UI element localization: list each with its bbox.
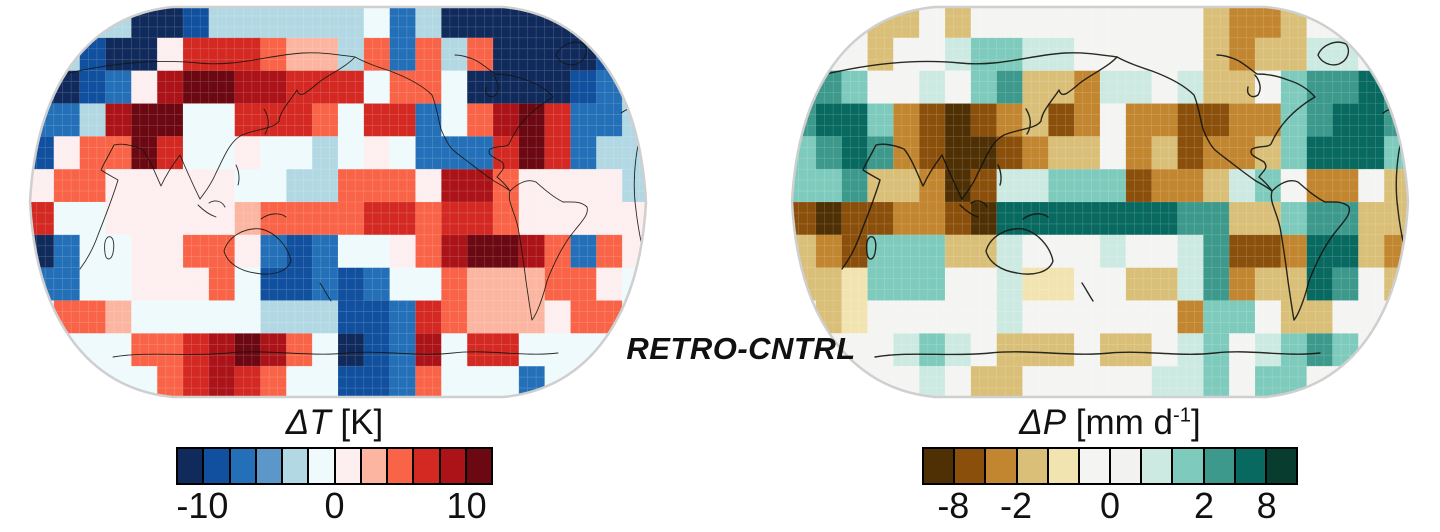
temperature-colorbar [176,447,493,485]
colorbar-segment [1142,449,1174,483]
delta-p-unit-exponent: -1 [1173,404,1192,427]
precipitation-legend: ΔP [mm d-1] -8 -2 0 2 8 [922,402,1298,526]
colorbar-segment [1048,449,1080,483]
colorbar-segment [1111,449,1143,483]
colorbar-segment [178,449,205,483]
temperature-anomaly-map [28,5,648,399]
projection-outline [28,5,648,399]
colorbar-tick: 8 [1256,485,1277,526]
colorbar-segment [204,449,231,483]
anomaly-cells [792,7,1408,397]
colorbar-segment [1266,449,1297,483]
colorbar-segment [230,449,257,483]
delta-t-unit: [K] [330,403,384,442]
colorbar-segment [955,449,987,483]
precipitation-anomaly-map [790,5,1410,399]
delta-t-symbol: ΔT [285,403,331,442]
colorbar-segment [256,449,283,483]
colorbar-tick: -2 [999,485,1033,526]
delta-p-unit-close: ] [1191,403,1201,442]
temperature-legend: ΔT [K] -10 0 10 [176,402,493,526]
anomaly-cells [30,7,646,397]
colorbar-segment [1017,449,1049,483]
precipitation-colorbar-ticks: -8 -2 0 2 8 [922,485,1298,526]
colorbar-segment [1235,449,1267,483]
colorbar-segment [466,449,491,483]
colorbar-tick: -10 [176,485,229,526]
temperature-colorbar-title: ΔT [K] [176,402,493,444]
colorbar-segment [1173,449,1205,483]
precipitation-colorbar-title: ΔP [mm d-1] [922,402,1298,444]
temperature-colorbar-ticks: -10 0 10 [176,485,493,526]
colorbar-segment [414,449,441,483]
delta-p-symbol: ΔP [1019,403,1067,442]
colorbar-segment [440,449,467,483]
colorbar-tick: -8 [937,485,970,526]
colorbar-tick: 0 [1099,485,1121,526]
colorbar-segment [283,449,310,483]
colorbar-segment [335,449,362,483]
precipitation-colorbar [922,447,1298,485]
colorbar-segment [361,449,388,483]
colorbar-tick: 0 [324,485,345,526]
colorbar-segment [309,449,336,483]
colorbar-segment [388,449,415,483]
colorbar-segment [1204,449,1236,483]
colorbar-segment [924,449,956,483]
projection-outline [790,5,1410,399]
experiment-label: RETRO-CNTRL [626,331,856,366]
colorbar-tick: 10 [446,485,487,526]
delta-p-unit: [mm d [1066,403,1173,442]
colorbar-tick: 2 [1193,485,1215,526]
colorbar-segment [1079,449,1112,483]
colorbar-segment [986,449,1018,483]
